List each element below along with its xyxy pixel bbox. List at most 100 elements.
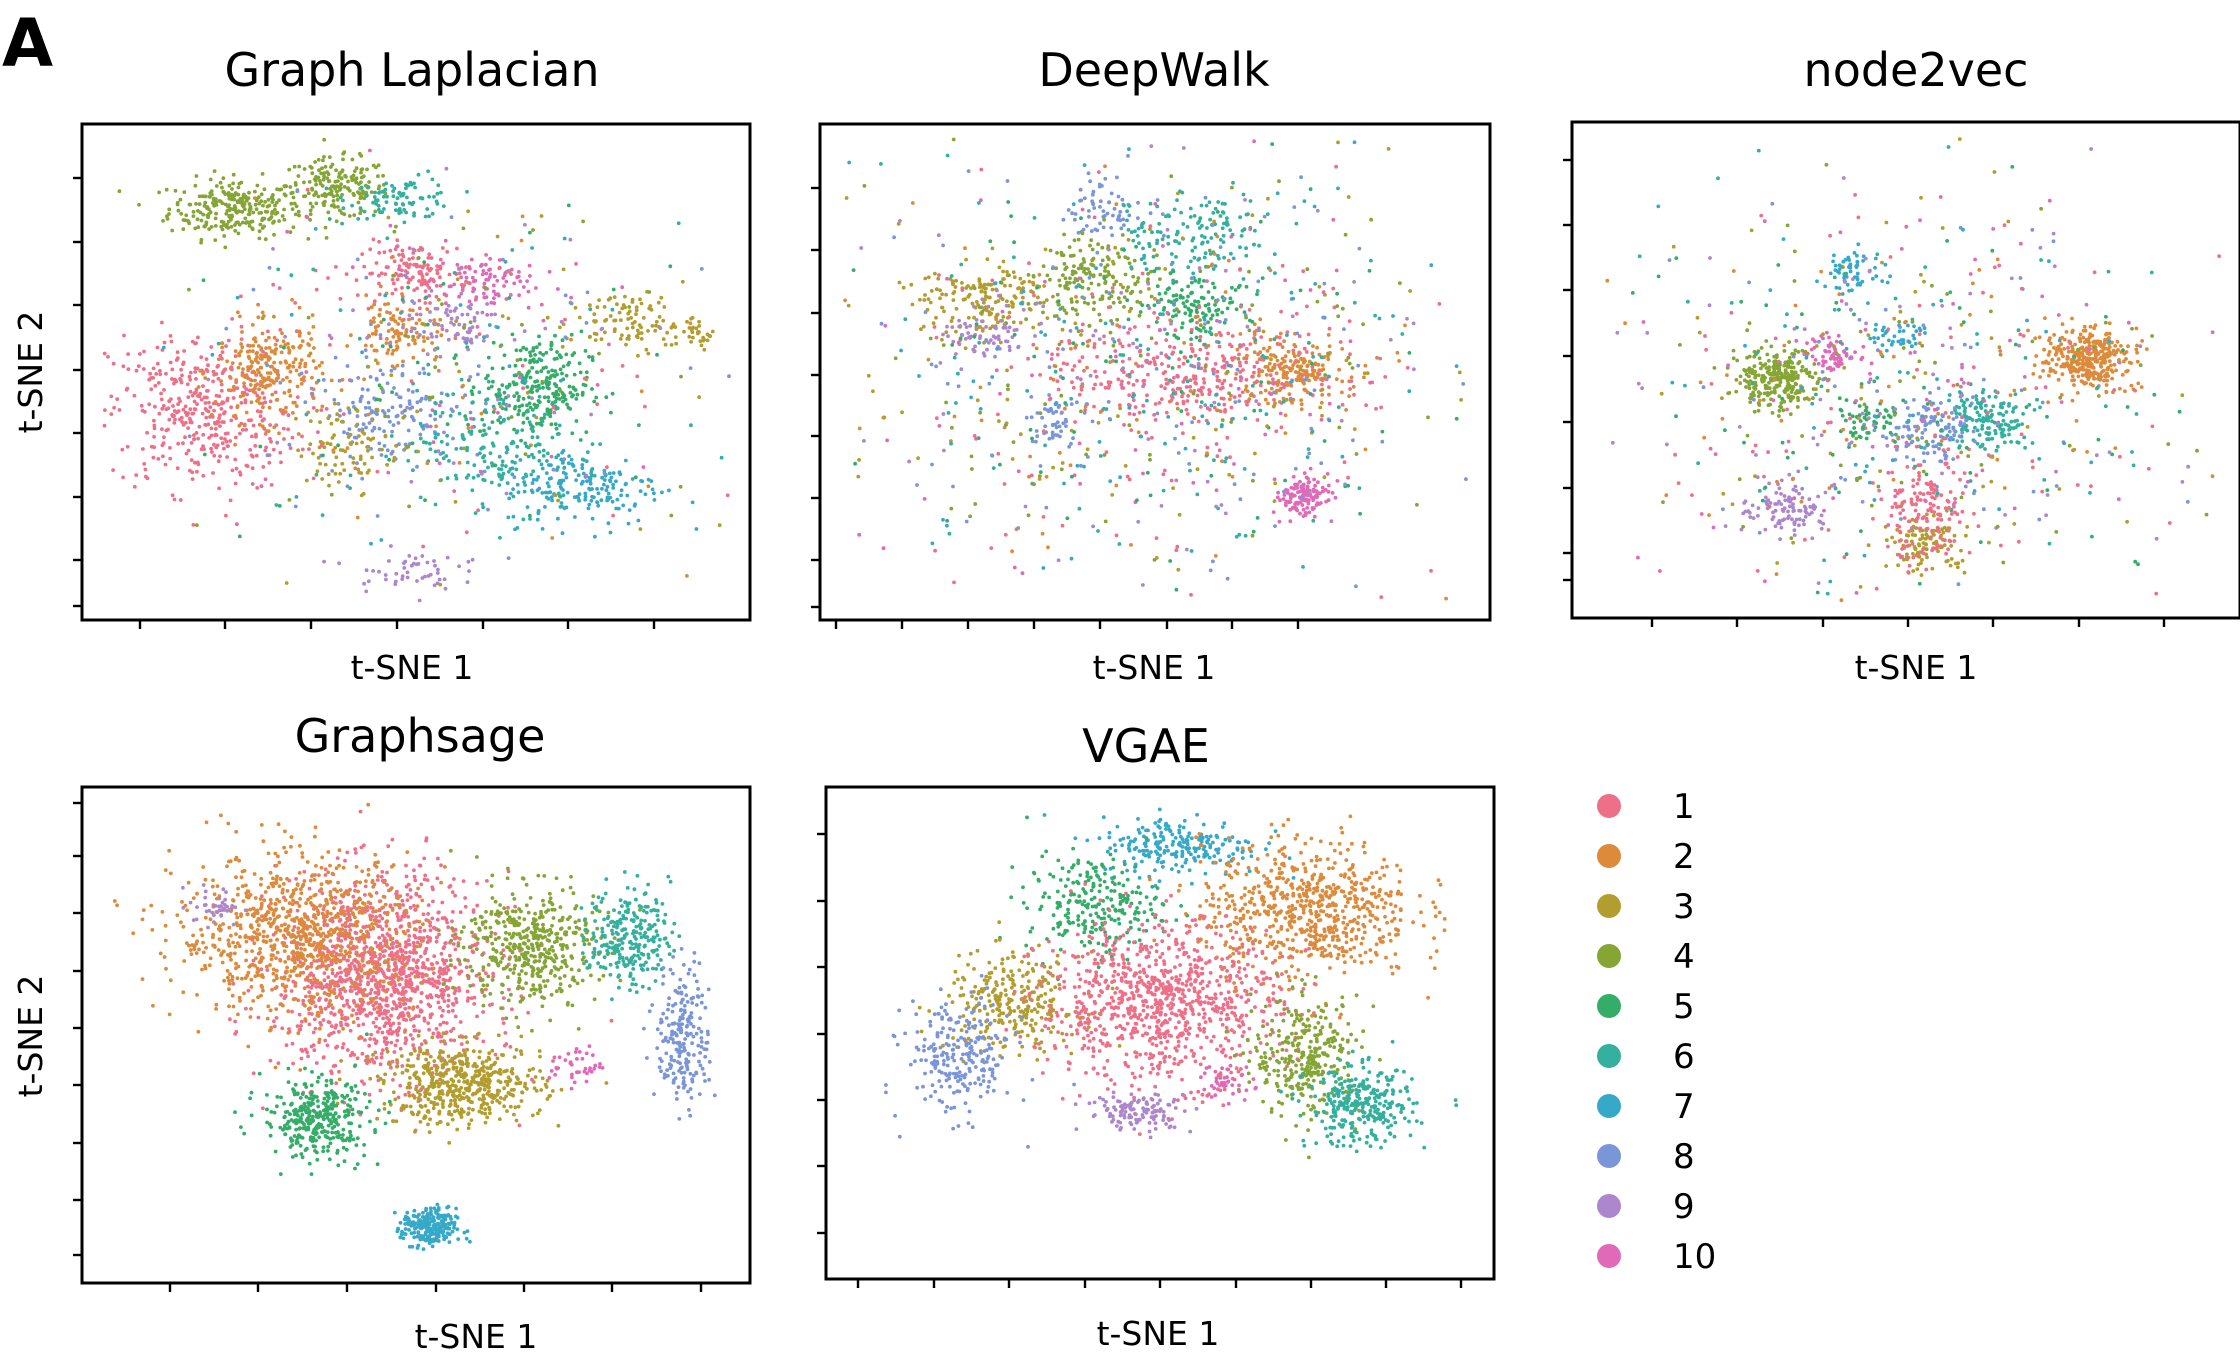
scatter-point-class-2 (270, 392, 275, 397)
scatter-point-class-9 (445, 555, 450, 560)
scatter-point-class-6 (1242, 227, 1247, 232)
scatter-point-class-8 (1067, 444, 1071, 449)
scatter-point-class-1 (149, 387, 154, 392)
scatter-point-class-1 (247, 418, 251, 423)
scatter-point-class-8 (1187, 462, 1192, 466)
scatter-point-class-1 (201, 473, 206, 478)
scatter-point-class-5 (637, 423, 641, 427)
scatter-point-class-9 (405, 570, 410, 575)
scatter-point-class-8 (1038, 464, 1043, 468)
scatter-point-class-3 (698, 339, 703, 344)
scatter-point-class-1 (1164, 410, 1169, 415)
scatter-point-class-9 (433, 306, 438, 311)
scatter-point-class-6 (384, 200, 389, 205)
scatter-point-class-5 (552, 394, 557, 399)
scatter-point-class-1 (170, 493, 175, 498)
scatter-point-class-1 (360, 252, 365, 256)
scatter-point-class-4 (1026, 513, 1031, 518)
scatter-point-class-1 (1258, 383, 1263, 388)
scatter-point-class-8 (602, 471, 607, 476)
scatter-point-class-7 (445, 393, 450, 398)
scatter-point-class-3 (1017, 286, 1022, 290)
scatter-point-class-2 (1114, 483, 1119, 488)
scatter-point-class-4 (404, 333, 408, 338)
scatter-point-class-6 (514, 430, 519, 435)
scatter-point-class-4 (269, 215, 274, 219)
scatter-point-class-6 (513, 460, 517, 465)
scatter-point-class-4 (221, 220, 226, 225)
scatter-point-class-8 (1029, 415, 1034, 420)
scatter-point-class-6 (1197, 256, 1202, 261)
scatter-point-class-8 (1464, 477, 1468, 481)
scatter-point-class-4 (260, 172, 265, 176)
scatter-point-class-4 (255, 183, 260, 188)
scatter-point-class-1 (106, 354, 110, 359)
scatter-point-class-2 (453, 336, 458, 341)
scatter-point-class-8 (418, 432, 423, 437)
scatter-point-class-9 (945, 324, 949, 329)
scatter-point-class-3 (529, 443, 533, 448)
scatter-point-class-5 (380, 344, 385, 348)
scatter-point-class-3 (438, 582, 443, 587)
scatter-point-class-6 (1209, 236, 1214, 240)
scatter-point-class-4 (290, 190, 295, 195)
scatter-point-class-1 (164, 371, 168, 376)
scatter-point-class-6 (477, 390, 482, 395)
scatter-point-class-5 (1225, 306, 1230, 311)
scatter-point-class-4 (517, 370, 521, 375)
scatter-point-class-10 (285, 229, 290, 234)
scatter-point-class-7 (338, 308, 343, 312)
scatter-point-class-2 (994, 317, 998, 321)
scatter-point-class-1 (142, 349, 146, 354)
scatter-point-class-8 (1084, 224, 1089, 228)
scatter-point-class-3 (294, 416, 298, 421)
scatter-point-class-1 (377, 281, 381, 286)
scatter-point-class-7 (614, 479, 618, 484)
scatter-point-class-3 (922, 298, 927, 302)
scatter-point-class-1 (354, 278, 359, 283)
scatter-point-class-4 (1337, 425, 1342, 430)
scatter-point-class-5 (1167, 299, 1171, 304)
scatter-point-class-6 (552, 400, 556, 405)
scatter-point-class-8 (1189, 363, 1193, 368)
scatter-point-class-3 (689, 340, 693, 344)
scatter-point-class-2 (363, 343, 368, 348)
scatter-point-class-4 (319, 171, 323, 176)
scatter-point-class-8 (330, 469, 335, 473)
scatter-point-class-6 (1313, 282, 1318, 286)
scatter-point-class-4 (241, 220, 245, 225)
scatter-point-class-4 (1118, 300, 1122, 305)
scatter-point-class-8 (449, 407, 454, 412)
scatter-point-class-1 (414, 262, 419, 267)
scatter-point-class-6 (533, 443, 538, 448)
scatter-point-class-9 (432, 348, 437, 352)
scatter-point-class-4 (296, 209, 301, 214)
scatter-point-class-4 (1065, 283, 1069, 287)
scatter-point-class-8 (187, 434, 192, 439)
scatter-point-class-3 (367, 468, 371, 473)
scatter-point-class-5 (424, 295, 428, 300)
scatter-point-class-5 (491, 379, 495, 384)
scatter-point-class-1 (1078, 377, 1083, 382)
scatter-point-class-6 (406, 458, 411, 463)
scatter-point-class-2 (1238, 332, 1243, 336)
scatter-point-class-4 (1100, 245, 1105, 250)
scatter-point-class-2 (249, 364, 254, 369)
scatter-point-class-1 (1276, 342, 1281, 347)
scatter-point-class-6 (415, 388, 419, 393)
scatter-point-class-1 (1204, 356, 1209, 361)
scatter-point-class-6 (1190, 238, 1195, 243)
scatter-point-class-8 (418, 408, 423, 412)
scatter-point-class-1 (400, 248, 405, 253)
scatter-point-class-9 (362, 581, 366, 586)
scatter-point-class-9 (972, 304, 976, 309)
scatter-point-class-4 (322, 174, 326, 179)
scatter-point-class-10 (475, 325, 480, 329)
scatter-point-class-4 (336, 205, 340, 209)
scatter-point-class-3 (338, 471, 343, 476)
scatter-point-class-4 (307, 180, 312, 184)
scatter-point-class-4 (292, 201, 297, 206)
scatter-point-class-1 (1208, 389, 1212, 394)
scatter-point-class-1 (1203, 368, 1207, 373)
scatter-point-class-4 (277, 219, 281, 223)
